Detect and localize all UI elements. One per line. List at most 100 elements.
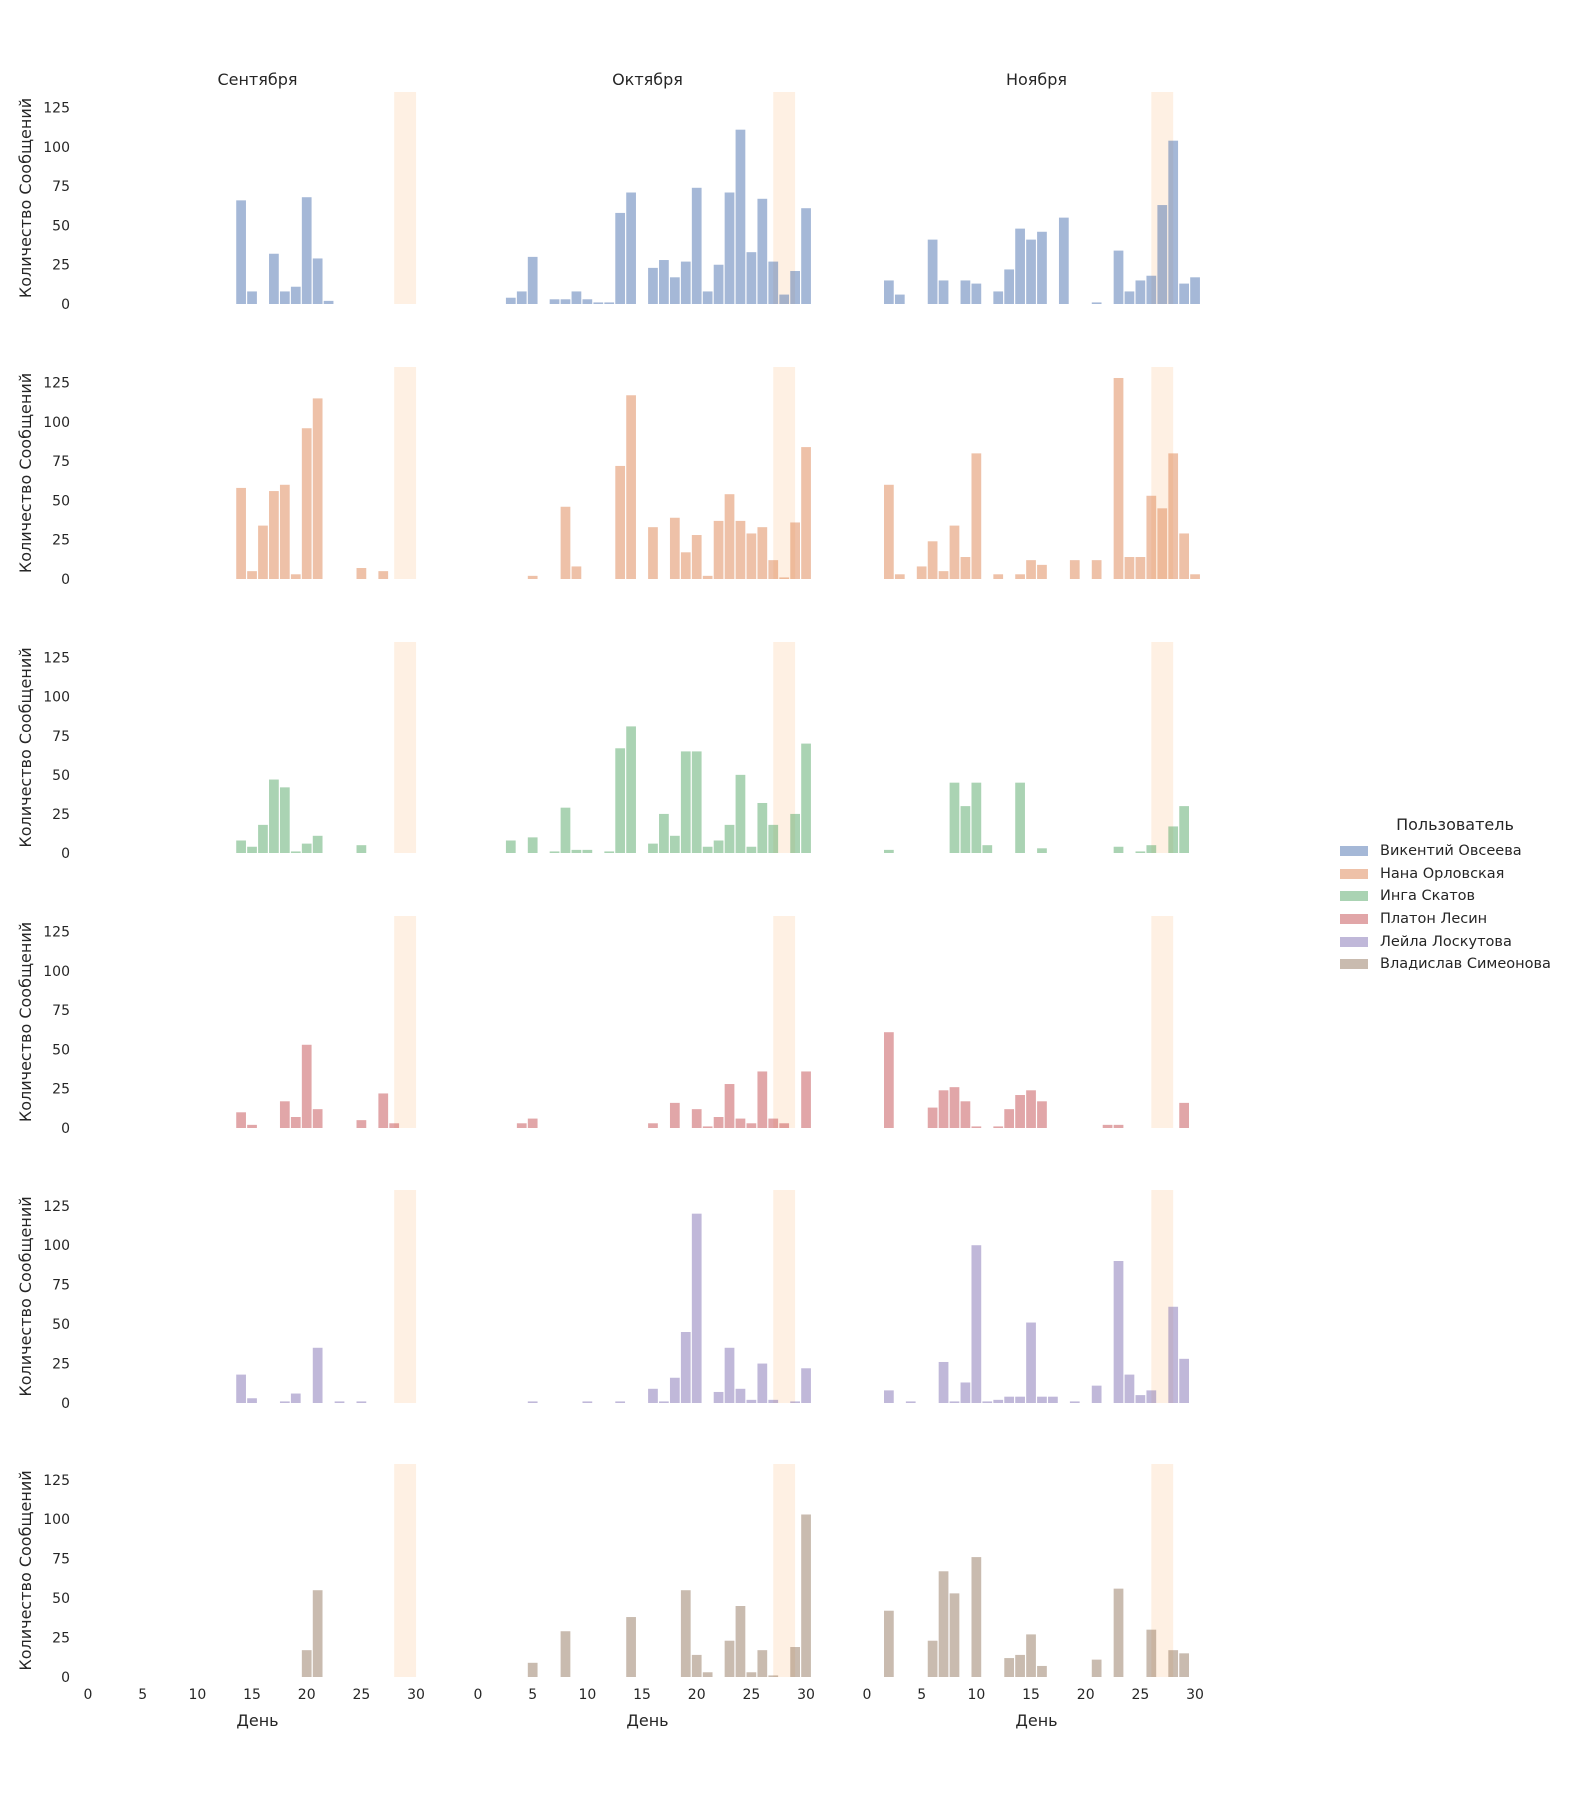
bar [582, 1401, 593, 1403]
bar [768, 1675, 779, 1677]
bar [1026, 1322, 1036, 1403]
y-tick-label: 25 [52, 1357, 70, 1373]
bar [757, 1650, 768, 1677]
bar [768, 1399, 779, 1403]
bar [258, 525, 268, 579]
bar [312, 258, 323, 304]
bar [1168, 1306, 1179, 1403]
bar [768, 560, 779, 579]
bar [894, 294, 905, 304]
bar [615, 212, 626, 304]
legend-item: Викентий Овсеева [1340, 840, 1580, 863]
bar [1091, 1659, 1102, 1677]
bar [626, 726, 636, 853]
bar [582, 299, 593, 304]
bar [312, 1109, 323, 1128]
bar [938, 280, 949, 304]
bar [746, 252, 757, 304]
bar [884, 1032, 894, 1128]
bar [279, 484, 290, 579]
legend-swatch [1340, 959, 1368, 970]
bar [927, 1107, 938, 1128]
bar [247, 1398, 257, 1403]
bar [615, 1401, 626, 1403]
y-tick-label: 100 [43, 1238, 70, 1254]
bar [659, 1401, 669, 1403]
bar [949, 1401, 960, 1403]
y-tick-label: 125 [43, 101, 70, 117]
bar [713, 840, 724, 853]
y-tick-label: 125 [43, 376, 70, 392]
bar [1135, 1395, 1146, 1403]
bar [648, 267, 658, 304]
bar [279, 787, 290, 853]
y-tick-label: 50 [52, 1042, 70, 1058]
y-tick-label: 25 [52, 1631, 70, 1647]
bar [527, 575, 538, 579]
bar [884, 484, 894, 579]
bar [938, 571, 949, 579]
bar [724, 1347, 735, 1403]
bar [960, 557, 971, 579]
bar [691, 535, 702, 579]
bar [648, 527, 658, 579]
x-tick-label: 25 [1131, 1687, 1149, 1703]
bar [971, 782, 982, 853]
bar [927, 239, 938, 304]
bar [702, 1126, 713, 1128]
bar [1168, 1650, 1179, 1677]
bar [949, 525, 960, 579]
bar [982, 1401, 993, 1403]
bar [1168, 140, 1179, 304]
bar [735, 1388, 746, 1403]
bar [724, 1640, 735, 1677]
y-tick-label: 50 [52, 493, 70, 509]
bar [982, 845, 993, 853]
bar [1113, 1261, 1124, 1403]
bar [790, 813, 800, 853]
bar [746, 1672, 757, 1677]
highlight-range [1151, 367, 1174, 579]
bar [916, 566, 927, 579]
y-tick-label: 100 [43, 690, 70, 706]
bar [746, 846, 757, 853]
bar [549, 851, 560, 853]
bar [1037, 1101, 1047, 1128]
bar [659, 260, 669, 304]
bar [1135, 280, 1146, 304]
bar [378, 1093, 389, 1128]
x-tick-label: 20 [1077, 1687, 1095, 1703]
bar [290, 286, 301, 304]
bar [949, 1087, 960, 1128]
bar [626, 1617, 636, 1677]
bar [1037, 1665, 1047, 1677]
y-tick-label: 0 [61, 572, 70, 588]
bar [702, 291, 713, 304]
bar [1048, 1396, 1058, 1403]
bar [735, 774, 746, 853]
legend-label: Нана Орловская [1380, 865, 1505, 882]
bar [1135, 557, 1146, 579]
bar [626, 395, 636, 579]
highlight-range [1151, 1464, 1174, 1677]
highlight-range [773, 92, 796, 304]
legend-label: Инга Скатов [1380, 888, 1476, 905]
bar [960, 280, 971, 304]
bar [691, 187, 702, 304]
y-tick-label: 25 [52, 533, 70, 549]
bar [768, 824, 779, 853]
bar [236, 1112, 246, 1128]
bar [582, 849, 593, 853]
y-tick-label: 0 [61, 1396, 70, 1412]
bar [290, 851, 301, 853]
x-tick-label: 30 [1186, 1687, 1204, 1703]
bar [301, 428, 312, 579]
bar [801, 743, 811, 853]
x-tick-label: 0 [84, 1687, 93, 1703]
y-tick-label: 0 [61, 1121, 70, 1137]
bar [1190, 574, 1200, 579]
x-tick-label: 20 [298, 1687, 316, 1703]
bar [1004, 269, 1015, 304]
legend-label: Викентий Овсеева [1380, 843, 1522, 860]
bar [1124, 1374, 1135, 1403]
